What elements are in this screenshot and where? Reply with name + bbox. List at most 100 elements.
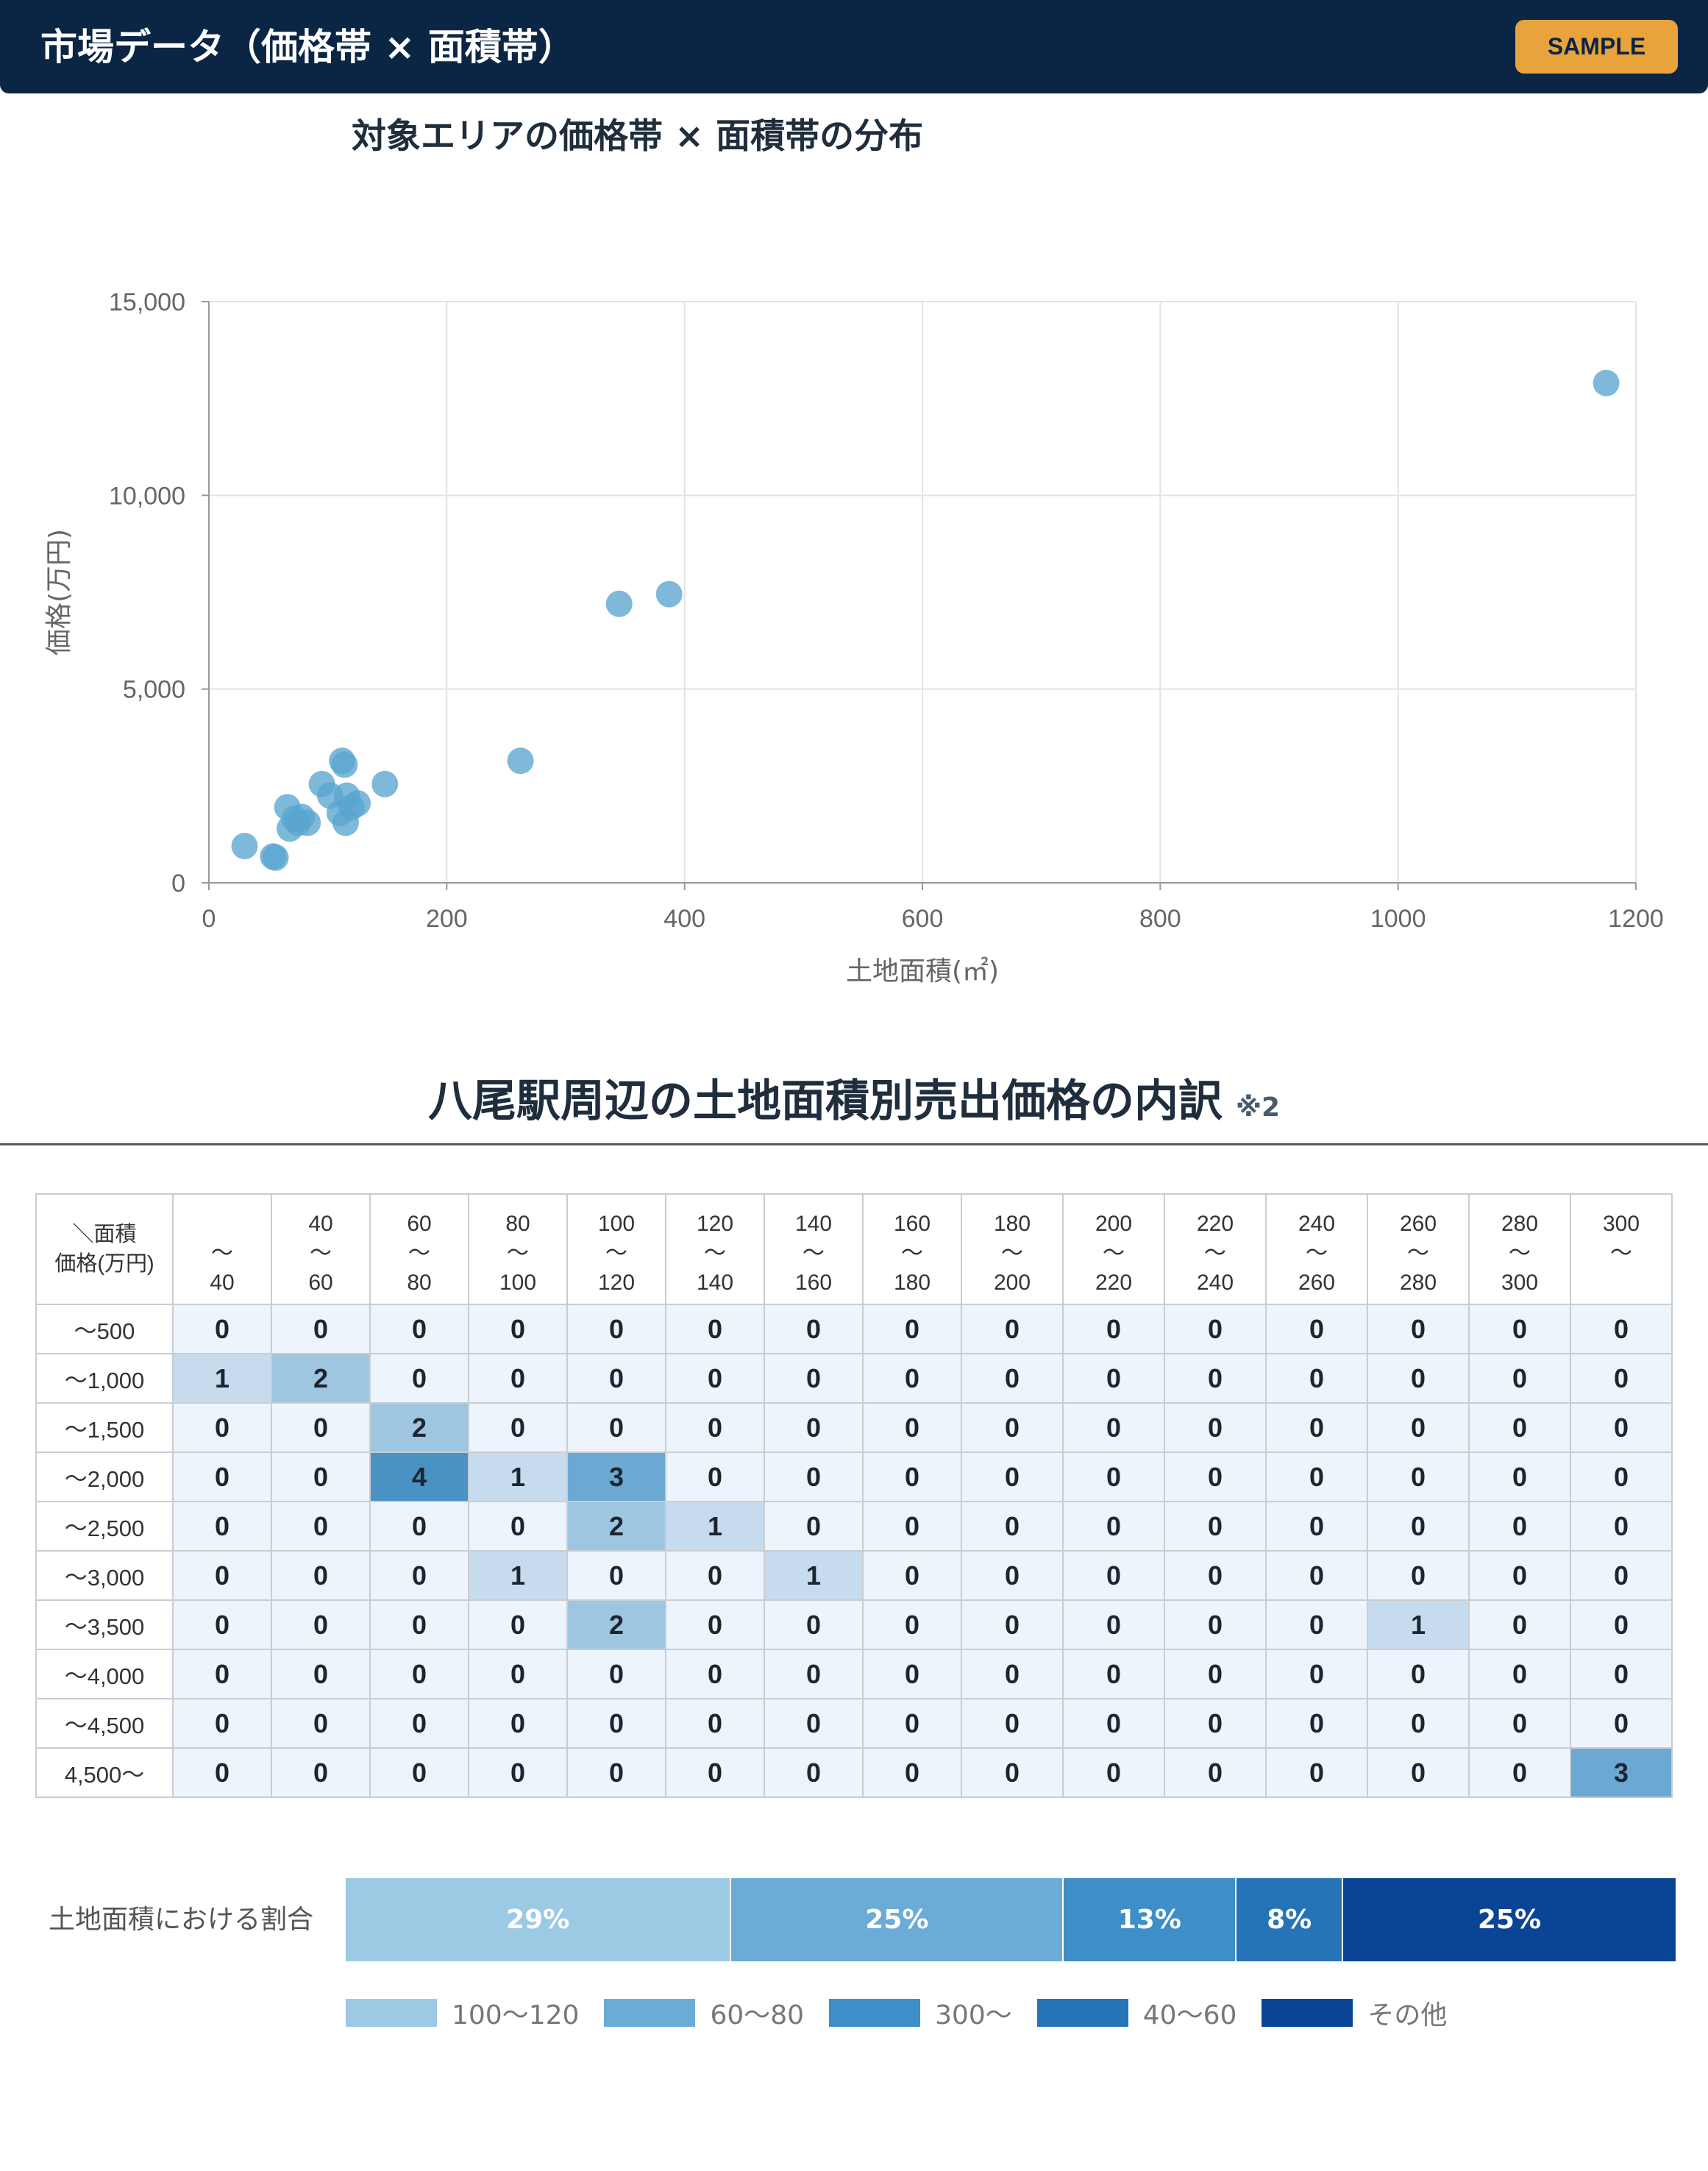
heatmap-cell: 0: [369, 1599, 469, 1650]
column-header-line: 160: [893, 1212, 931, 1236]
scatter-point: [605, 590, 633, 617]
column-header-line: 〜: [605, 1241, 627, 1265]
heatmap-cell: 1: [468, 1550, 568, 1601]
column-header-line: 〜: [507, 1241, 529, 1265]
legend-label: 60〜80: [710, 2000, 805, 2030]
column-header-line: 〜: [1103, 1241, 1125, 1265]
x-tick-label: 400: [663, 905, 705, 933]
scatter-point: [231, 832, 258, 859]
heatmap-cell: 0: [1570, 1304, 1673, 1354]
heatmap-cell: 0: [1570, 1599, 1673, 1650]
table-row: 〜1,000 1 2 0 0 0 0 0 0 0 0 0 0 0 0 0: [35, 1353, 1673, 1404]
heatmap-cell: 0: [566, 1550, 666, 1601]
heatmap-cell: 0: [1062, 1550, 1165, 1601]
column-header-line: [174, 1209, 271, 1239]
heatmap-cell: 0: [172, 1649, 272, 1699]
ratio-segment: 25%: [731, 1878, 1064, 1961]
heatmap-cell: 0: [665, 1402, 765, 1453]
heatmap-cell: 0: [665, 1698, 765, 1749]
heatmap-cell: 0: [1468, 1402, 1571, 1453]
heatmap-cell: 0: [468, 1649, 568, 1699]
heatmap-cell: 0: [862, 1304, 962, 1354]
heatmap-section-title: 八尾駅周辺の土地面積別売出価格の内訳 ※2: [0, 1065, 1708, 1129]
heatmap-cell: 0: [862, 1353, 962, 1404]
heatmap-cell: 0: [369, 1353, 469, 1404]
heatmap-cell: 2: [369, 1402, 469, 1453]
column-header-line: 100: [597, 1212, 636, 1236]
heatmap-cell: 0: [1468, 1649, 1571, 1699]
heatmap-cell: 0: [1265, 1452, 1368, 1502]
heatmap-cell: 4: [369, 1452, 469, 1502]
column-header-line: 〜: [408, 1241, 430, 1265]
x-tick-label: 200: [426, 905, 468, 933]
heatmap-cell: 0: [862, 1402, 962, 1453]
heatmap-cell: 0: [764, 1698, 864, 1749]
area-column-header: 240 〜 260: [1265, 1193, 1368, 1305]
ratio-segment: 13%: [1064, 1878, 1237, 1961]
heatmap-cell: 0: [764, 1304, 864, 1354]
price-row-header: 〜500: [35, 1304, 174, 1354]
heatmap-cell: 0: [1468, 1353, 1571, 1404]
column-header-line: 100: [499, 1271, 537, 1295]
heatmap-note: ※2: [1235, 1092, 1281, 1123]
table-row: 〜3,500 0 0 0 0 2 0 0 0 0 0 0 0 1 0 0: [35, 1599, 1673, 1650]
heatmap-cell: 0: [961, 1649, 1064, 1699]
heatmap-cell: 0: [172, 1304, 272, 1354]
heatmap-cell: 0: [1164, 1452, 1267, 1502]
heatmap-cell: 0: [1570, 1353, 1673, 1404]
heatmap-cell: 0: [961, 1501, 1064, 1552]
heatmap-cell: 0: [764, 1402, 864, 1453]
column-header-line: 120: [597, 1271, 636, 1295]
heatmap-cell: 0: [1062, 1747, 1165, 1798]
heatmap-cell: 0: [566, 1304, 666, 1354]
heatmap-cell: 0: [1570, 1402, 1673, 1453]
column-header-line: 280: [1501, 1212, 1539, 1236]
table-row: 4,500〜 0 0 0 0 0 0 0 0 0 0 0 0 0 0 3: [35, 1747, 1673, 1798]
heatmap-cell: 0: [1468, 1747, 1571, 1798]
column-header-line: 200: [1095, 1212, 1133, 1236]
heatmap-cell: 0: [1265, 1550, 1368, 1601]
heatmap-cell: 0: [1164, 1599, 1267, 1650]
price-row-header: 〜4,000: [35, 1649, 174, 1699]
ratio-segment: 29%: [346, 1878, 732, 1961]
section-divider: [0, 1143, 1708, 1145]
column-header-line: 〜: [1001, 1241, 1023, 1265]
legend-swatch: [1036, 1999, 1128, 2027]
legend-label: 300〜: [935, 2000, 1012, 2030]
heatmap-cell: 0: [271, 1698, 371, 1749]
column-header-line: 40: [308, 1212, 333, 1236]
price-row-header: 4,500〜: [35, 1747, 174, 1798]
heatmap-cell: 0: [665, 1550, 765, 1601]
column-header-line: 220: [1196, 1212, 1234, 1236]
column-header-line: 240: [1196, 1271, 1234, 1295]
heatmap-cell: 0: [862, 1550, 962, 1601]
x-tick-label: 600: [902, 905, 944, 933]
price-row-header: 〜1,000: [35, 1353, 174, 1404]
column-header-line: 60: [308, 1271, 333, 1295]
heatmap-cell: 0: [468, 1353, 568, 1404]
heatmap-cell: 0: [961, 1747, 1064, 1798]
y-tick-label: 15,000: [109, 288, 185, 316]
scatter-point: [262, 844, 289, 871]
heatmap-cell: 0: [1265, 1698, 1368, 1749]
heatmap-cell: 0: [1367, 1353, 1470, 1404]
legend-item: 300〜: [829, 1994, 1012, 2032]
heatmap-cell: 0: [468, 1747, 568, 1798]
heatmap-cell: 0: [1468, 1304, 1571, 1354]
heatmap-cell: 0: [1062, 1304, 1165, 1354]
scatter-chart: 0 200 400 600 800 1000 1200 0 5,000 10,000 15,000 土…: [44, 288, 1664, 987]
legend-item: 40〜60: [1036, 1994, 1236, 2032]
heatmap-cell: 0: [566, 1353, 666, 1404]
heatmap-cell: 0: [1367, 1304, 1470, 1354]
scatter-point: [344, 790, 371, 817]
heatmap-cell: 0: [1062, 1353, 1165, 1404]
y-axis-label: 価格(万円): [44, 529, 74, 655]
heatmap-cell: 0: [271, 1550, 371, 1601]
heatmap-cell: 0: [172, 1599, 272, 1650]
heatmap-cell: 0: [1265, 1353, 1368, 1404]
heatmap-cell: 0: [271, 1649, 371, 1699]
scatter-point: [1593, 369, 1620, 397]
heatmap-cell: 0: [172, 1452, 272, 1502]
legend-swatch: [346, 1999, 437, 2027]
heatmap-cell: 0: [271, 1304, 371, 1354]
